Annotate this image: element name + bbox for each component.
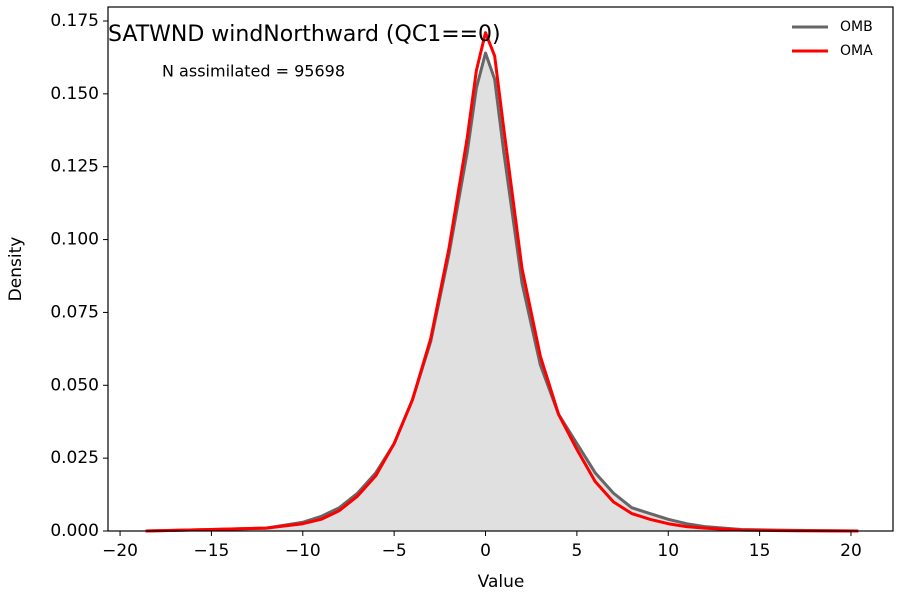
annotation: N assimilated = 95698 [162,62,345,81]
x-tick-label: −15 [193,541,229,561]
y-tick-label: 0.050 [50,375,99,395]
x-tick-label: 15 [749,541,771,561]
x-axis-label: Value [478,572,525,592]
plot-frame [107,6,894,532]
x-tick-label: −10 [285,541,321,561]
x-tick-label: 0 [480,541,491,561]
density-line [145,31,859,533]
y-tick-label: 0.075 [50,302,99,322]
density-line [145,51,859,533]
density-area [145,53,859,531]
x-tick-label: −20 [102,541,138,561]
y-tick-label: 0.150 [50,84,99,104]
x-tick-label: 20 [840,541,862,561]
y-tick-label: 0.000 [50,521,99,541]
legend-label: OMB [840,19,873,35]
x-tick-label: 5 [571,541,582,561]
chart-title: SATWND windNorthward (QC1==0) [108,22,501,47]
x-tick-label: −5 [382,541,407,561]
y-tick-label: 0.175 [50,11,99,31]
legend-label: OMA [840,43,873,59]
y-axis-label: Density [6,237,26,302]
x-tick-label: 10 [657,541,679,561]
y-tick-label: 0.125 [50,157,99,177]
y-tick-label: 0.100 [50,230,99,250]
y-tick-label: 0.025 [50,448,99,468]
